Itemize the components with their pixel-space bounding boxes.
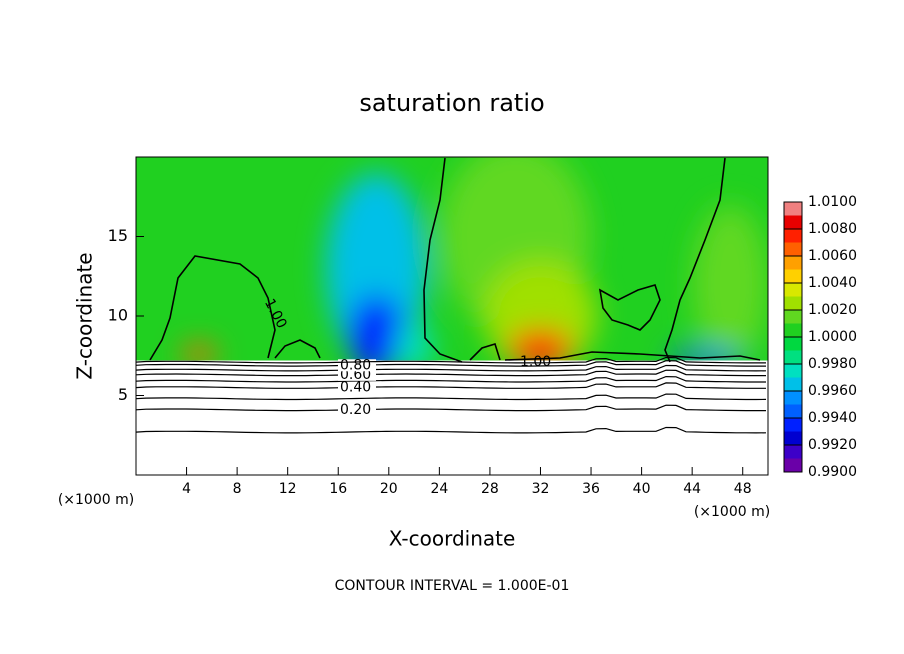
x-tick-label: 12 [279, 481, 297, 497]
y-tick-label: 15 [108, 226, 128, 245]
colorbar-band [784, 418, 802, 432]
x-tick-label: 16 [329, 481, 347, 497]
colorbar-tick-label: 1.0060 [808, 248, 857, 264]
colorbar-tick-label: 1.0100 [808, 194, 857, 210]
field-feature [508, 330, 573, 361]
contour-line [149, 255, 321, 361]
colorbar-band [784, 404, 802, 418]
colorbar-band [784, 377, 802, 391]
colorbar-band [784, 256, 802, 270]
contour-label: 1.00 [520, 354, 551, 370]
colorbar-band [784, 283, 802, 297]
field-feature [325, 172, 427, 361]
y-axis-label: Z-coordinate [73, 252, 97, 379]
x-tick-label: 36 [582, 481, 600, 497]
field-feature [181, 344, 217, 361]
contour-line [135, 364, 767, 372]
contour-label-bg [338, 403, 376, 416]
chart-title: saturation ratio [359, 89, 544, 117]
x-unit: (×1000 m) [694, 504, 770, 520]
x-tick-label: 32 [532, 481, 550, 497]
blobs [181, 157, 768, 361]
colorbar-band [784, 269, 802, 283]
colorbar-tick-label: 0.9980 [808, 356, 857, 372]
colorbar-tick-label: 1.0020 [808, 302, 857, 318]
x-tick-label: 8 [233, 481, 242, 497]
contour-label: 0.80 [340, 357, 371, 373]
colorbar-band [784, 296, 802, 310]
colorbar-band [784, 431, 802, 445]
colorbar-band [784, 229, 802, 243]
footnote: CONTOUR INTERVAL = 1.000E-01 [335, 578, 570, 594]
contour-line [135, 382, 766, 389]
contour-label-bg [338, 368, 376, 381]
colorbar-band [784, 364, 802, 378]
contour-one [149, 157, 761, 363]
x-tick-label: 24 [430, 481, 448, 497]
field-feature [395, 323, 434, 361]
contour-line [598, 284, 661, 331]
contour-line [423, 157, 501, 363]
colorbar-band [784, 391, 802, 405]
x-tick-label: 40 [633, 481, 651, 497]
x-tick-label: 20 [380, 481, 398, 497]
y-tick-label: 10 [108, 306, 128, 325]
colorbar-band [784, 215, 802, 229]
colorbar-band [784, 323, 802, 337]
x-axis-label: X-coordinate [389, 527, 516, 551]
contour-line [135, 375, 766, 383]
colorbar-tick-label: 0.9900 [808, 464, 857, 480]
contour-line [135, 404, 766, 412]
contour-line [504, 351, 761, 361]
field-feature [348, 295, 404, 361]
contour-line [135, 426, 767, 434]
x-tick-label: 28 [481, 481, 499, 497]
colorbar-band [784, 350, 802, 364]
colorbar-band [784, 202, 802, 216]
contour-line [135, 393, 767, 401]
contour-line [135, 356, 766, 364]
field [136, 157, 768, 361]
contour-line [135, 360, 766, 367]
colorbar-band [784, 445, 802, 459]
colorbar-band [784, 310, 802, 324]
field-feature [692, 204, 768, 361]
field-feature [483, 260, 598, 361]
x-tick-label: 44 [683, 481, 701, 497]
colorbar-tick-label: 1.0080 [808, 221, 857, 237]
colorbar-tick-label: 0.9960 [808, 383, 857, 399]
contour-line [135, 369, 766, 377]
contour-line [664, 157, 726, 363]
y-unit: (×1000 m) [58, 492, 134, 508]
colorbar-tick-label: 1.0040 [808, 275, 857, 291]
contour-label-bg [338, 381, 376, 394]
contour-label: 0.20 [340, 402, 371, 418]
colorbar-band [784, 242, 802, 256]
x-tick-label: 48 [734, 481, 752, 497]
contour-label: 0.40 [340, 380, 371, 396]
colorbar-tick-label: 0.9920 [808, 437, 857, 453]
colorbar-tick-label: 0.9940 [808, 410, 857, 426]
colorbar-band [784, 337, 802, 351]
contours: 0.200.400.600.80 [135, 356, 767, 434]
x-tick-label: 4 [182, 481, 191, 497]
colorbar: 0.9900 0.9920 0.9940 0.9960 0.9980 1.0000 1.00… [783, 194, 857, 480]
y-tick-label: 5 [118, 385, 128, 404]
colorbar-band [784, 458, 802, 472]
colorbar-tick-label: 1.0000 [808, 329, 857, 345]
